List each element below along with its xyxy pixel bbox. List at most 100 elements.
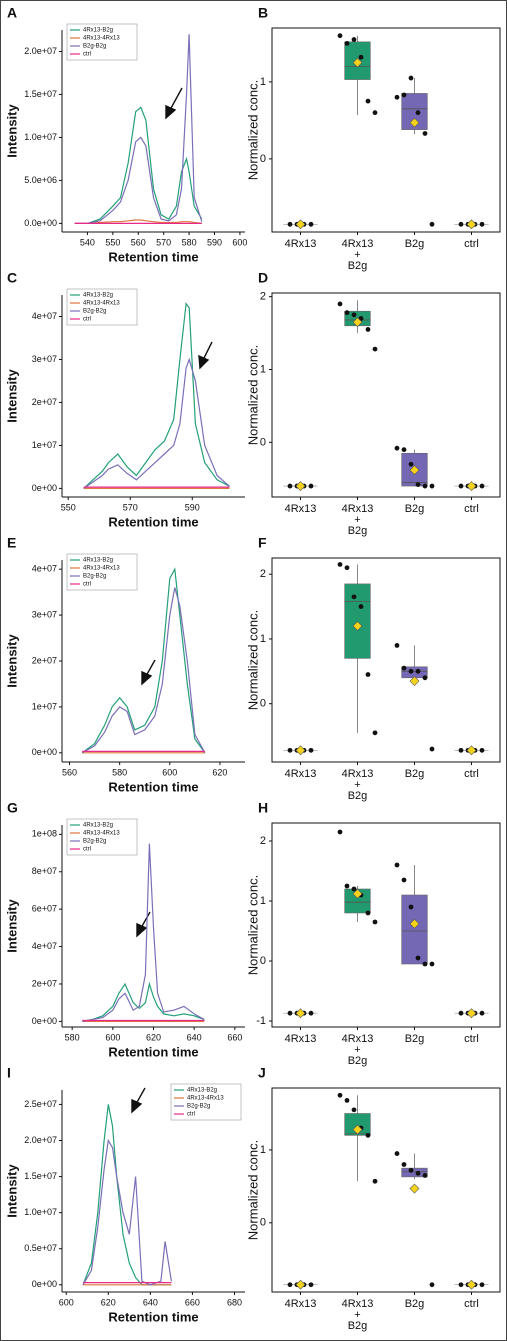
legend: 4Rx13-B2g 4Rx13-4Rx13 B2g-B2g ctrl: [170, 1083, 242, 1121]
y-tick-label: 4e+07: [32, 564, 57, 574]
legend: 4Rx13-B2g 4Rx13-4Rx13 B2g-B2g ctrl: [66, 818, 138, 856]
data-point: [351, 886, 357, 892]
mean-marker: [295, 1008, 306, 1019]
mean-marker: [295, 1279, 306, 1290]
mean-marker: [352, 621, 363, 631]
panel-label: A: [7, 5, 17, 21]
x-tick-label-line: +: [354, 1044, 360, 1056]
x-tick-label: 4Rx13 + B2g: [342, 238, 374, 272]
series-line: [74, 34, 203, 224]
data-point: [422, 675, 428, 681]
box: [344, 41, 371, 80]
y-tick-label: -1: [256, 1015, 266, 1027]
y-tick-label: 2.5e+07: [24, 1099, 57, 1109]
x-tick-label: 4Rx13 + B2g: [342, 1033, 374, 1067]
legend-label: B2g-B2g: [83, 309, 106, 315]
data-point: [344, 1097, 350, 1103]
x-tick-label: 620: [212, 767, 227, 777]
x-tick-label-line: 4Rx13: [285, 768, 317, 780]
y-tick-label: 4e+07: [32, 941, 57, 951]
y-tick-label: 0e+00: [32, 1279, 57, 1289]
mean-marker: [466, 1008, 477, 1019]
y-tick-label: 1e+08: [32, 829, 57, 839]
y-tick-label: 2.0e+07: [24, 46, 57, 56]
mean-marker: [295, 481, 306, 491]
x-tick-label: B2g: [405, 1298, 425, 1310]
mean-marker: [409, 1183, 420, 1194]
legend-label: B2g-B2g: [83, 839, 106, 845]
data-point: [415, 1170, 421, 1176]
x-tick-label: 640: [187, 1032, 202, 1042]
arrow: [140, 911, 151, 929]
x-tick-label-line: B2g: [405, 768, 425, 780]
x-tick-label: 580: [65, 1032, 80, 1042]
x-tick-label: 660: [185, 1297, 200, 1307]
panel-label: G: [7, 800, 18, 816]
y-tick-label: 2.0e+07: [24, 1135, 57, 1145]
x-tick-label-line: B2g: [348, 1055, 368, 1067]
y-tick-label: 0: [260, 153, 266, 165]
x-tick-label-line: +: [354, 1309, 360, 1321]
x-tick-label-line: B2g: [348, 525, 368, 537]
x-tick-label-line: ctrl: [464, 503, 479, 515]
x-tick-label: 660: [227, 1032, 242, 1042]
data-point: [429, 961, 435, 967]
data-point: [394, 862, 400, 868]
x-tick-label: 570: [123, 502, 138, 512]
arrows: [131, 87, 213, 1114]
x-tick-label-line: 4Rx13: [342, 238, 374, 250]
box: [401, 894, 428, 965]
data-point: [458, 221, 464, 227]
x-tick-label-line: 4Rx13: [285, 1033, 317, 1045]
data-point: [372, 919, 378, 925]
panel-label: F: [258, 535, 267, 551]
legend-label: ctrl: [83, 582, 91, 588]
mean-marker: [409, 918, 420, 929]
y-axis-label: Normalized conc.: [245, 1140, 260, 1240]
data-point: [287, 221, 293, 227]
legend-label: 4Rx13-B2g: [83, 823, 113, 829]
data-point: [365, 910, 371, 916]
data-point: [358, 604, 364, 609]
data-point: [351, 37, 357, 42]
x-tick-label-line: +: [354, 514, 360, 526]
plot-frame: [271, 292, 501, 498]
y-tick-label: 1: [260, 633, 266, 645]
y-tick-label: 3e+07: [32, 609, 57, 619]
plot-frame: [271, 822, 501, 1028]
series-line: [81, 567, 206, 754]
data-point: [372, 1178, 378, 1184]
legend-label: 4Rx13-B2g: [187, 1088, 217, 1094]
x-tick-label-line: 4Rx13: [285, 503, 317, 515]
y-tick-label: 0e+00: [32, 1016, 57, 1026]
legend-label: 4Rx13-B2g: [83, 28, 113, 34]
y-tick-label: 5.0e+06: [24, 175, 57, 185]
legend: 4Rx13-B2g 4Rx13-4Rx13 B2g-B2g ctrl: [66, 288, 138, 326]
data-point: [415, 482, 421, 488]
x-tick-label: ctrl: [464, 1033, 479, 1045]
box: [401, 1167, 428, 1178]
data-point: [308, 747, 314, 753]
data-point: [401, 1162, 407, 1167]
arrow: [169, 87, 183, 111]
legend-label: 4Rx13-B2g: [83, 293, 113, 299]
panel-label: E: [7, 535, 16, 551]
x-tick-label: 4Rx13 + B2g: [342, 1298, 374, 1332]
y-tick-label: 8e+07: [32, 866, 57, 876]
x-tick-label-line: B2g: [348, 1320, 368, 1332]
data-point: [479, 1282, 485, 1288]
data-point: [458, 1010, 464, 1016]
y-tick-label: 2: [260, 291, 266, 303]
data-point: [458, 747, 464, 753]
data-point: [401, 92, 407, 98]
data-point: [408, 904, 414, 910]
panel-label: H: [258, 800, 268, 816]
legend: 4Rx13-B2g 4Rx13-4Rx13 B2g-B2g ctrl: [66, 553, 138, 591]
y-tick-label: 1.5e+07: [24, 89, 57, 99]
plot-frame: [271, 1087, 501, 1293]
mean-marker: [409, 465, 420, 475]
panel-label: I: [7, 1065, 11, 1081]
x-tick-label: 600: [59, 1297, 74, 1307]
y-tick-label: 3e+07: [32, 354, 57, 364]
y-tick-label: 2e+07: [32, 397, 57, 407]
